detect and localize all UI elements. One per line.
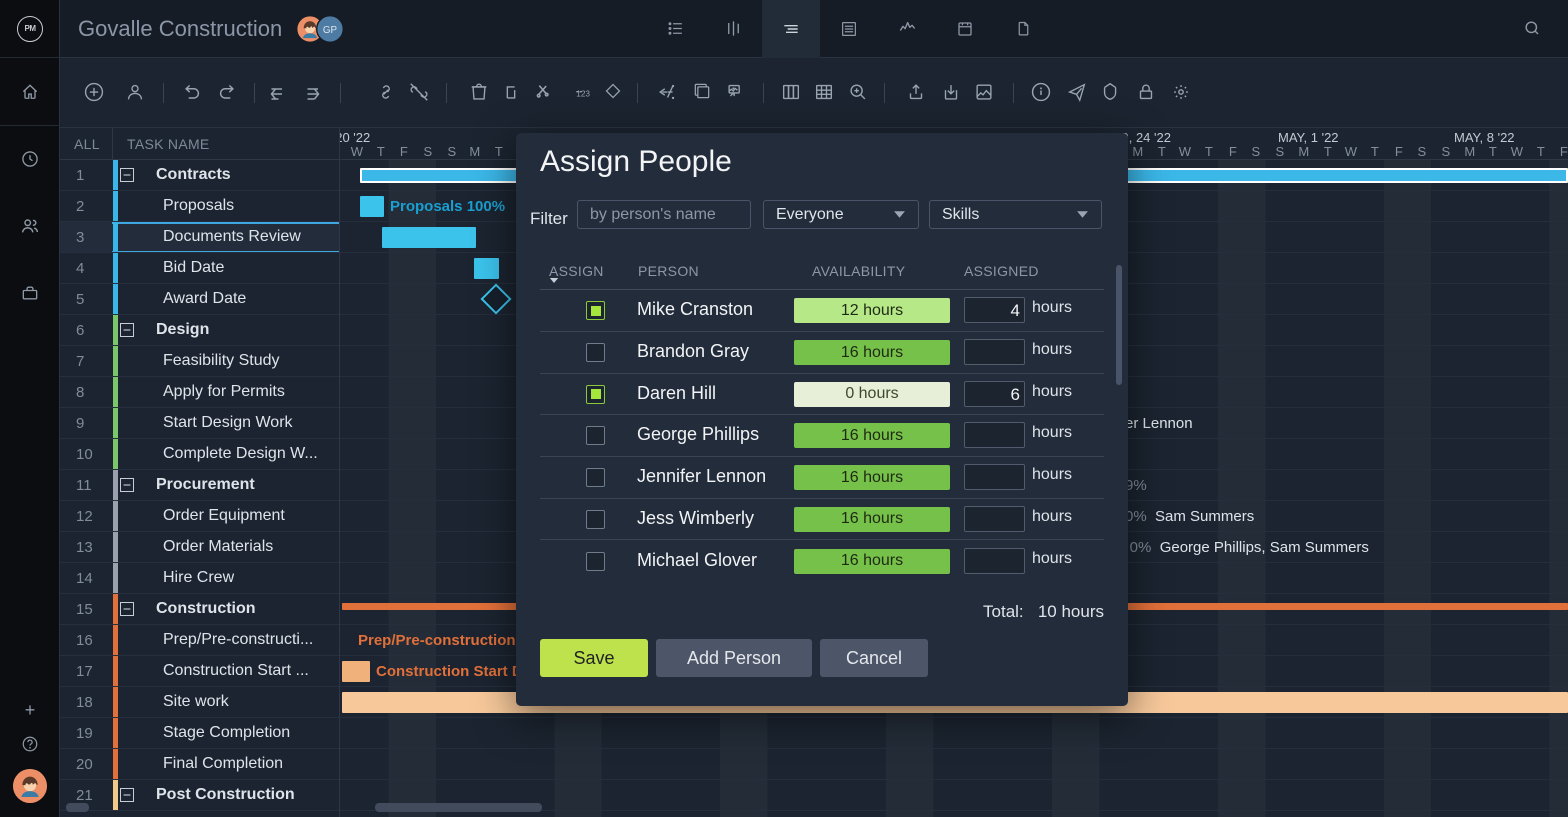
svg-text:GP: GP [323,25,338,36]
svg-text:123: 123 [576,90,590,99]
